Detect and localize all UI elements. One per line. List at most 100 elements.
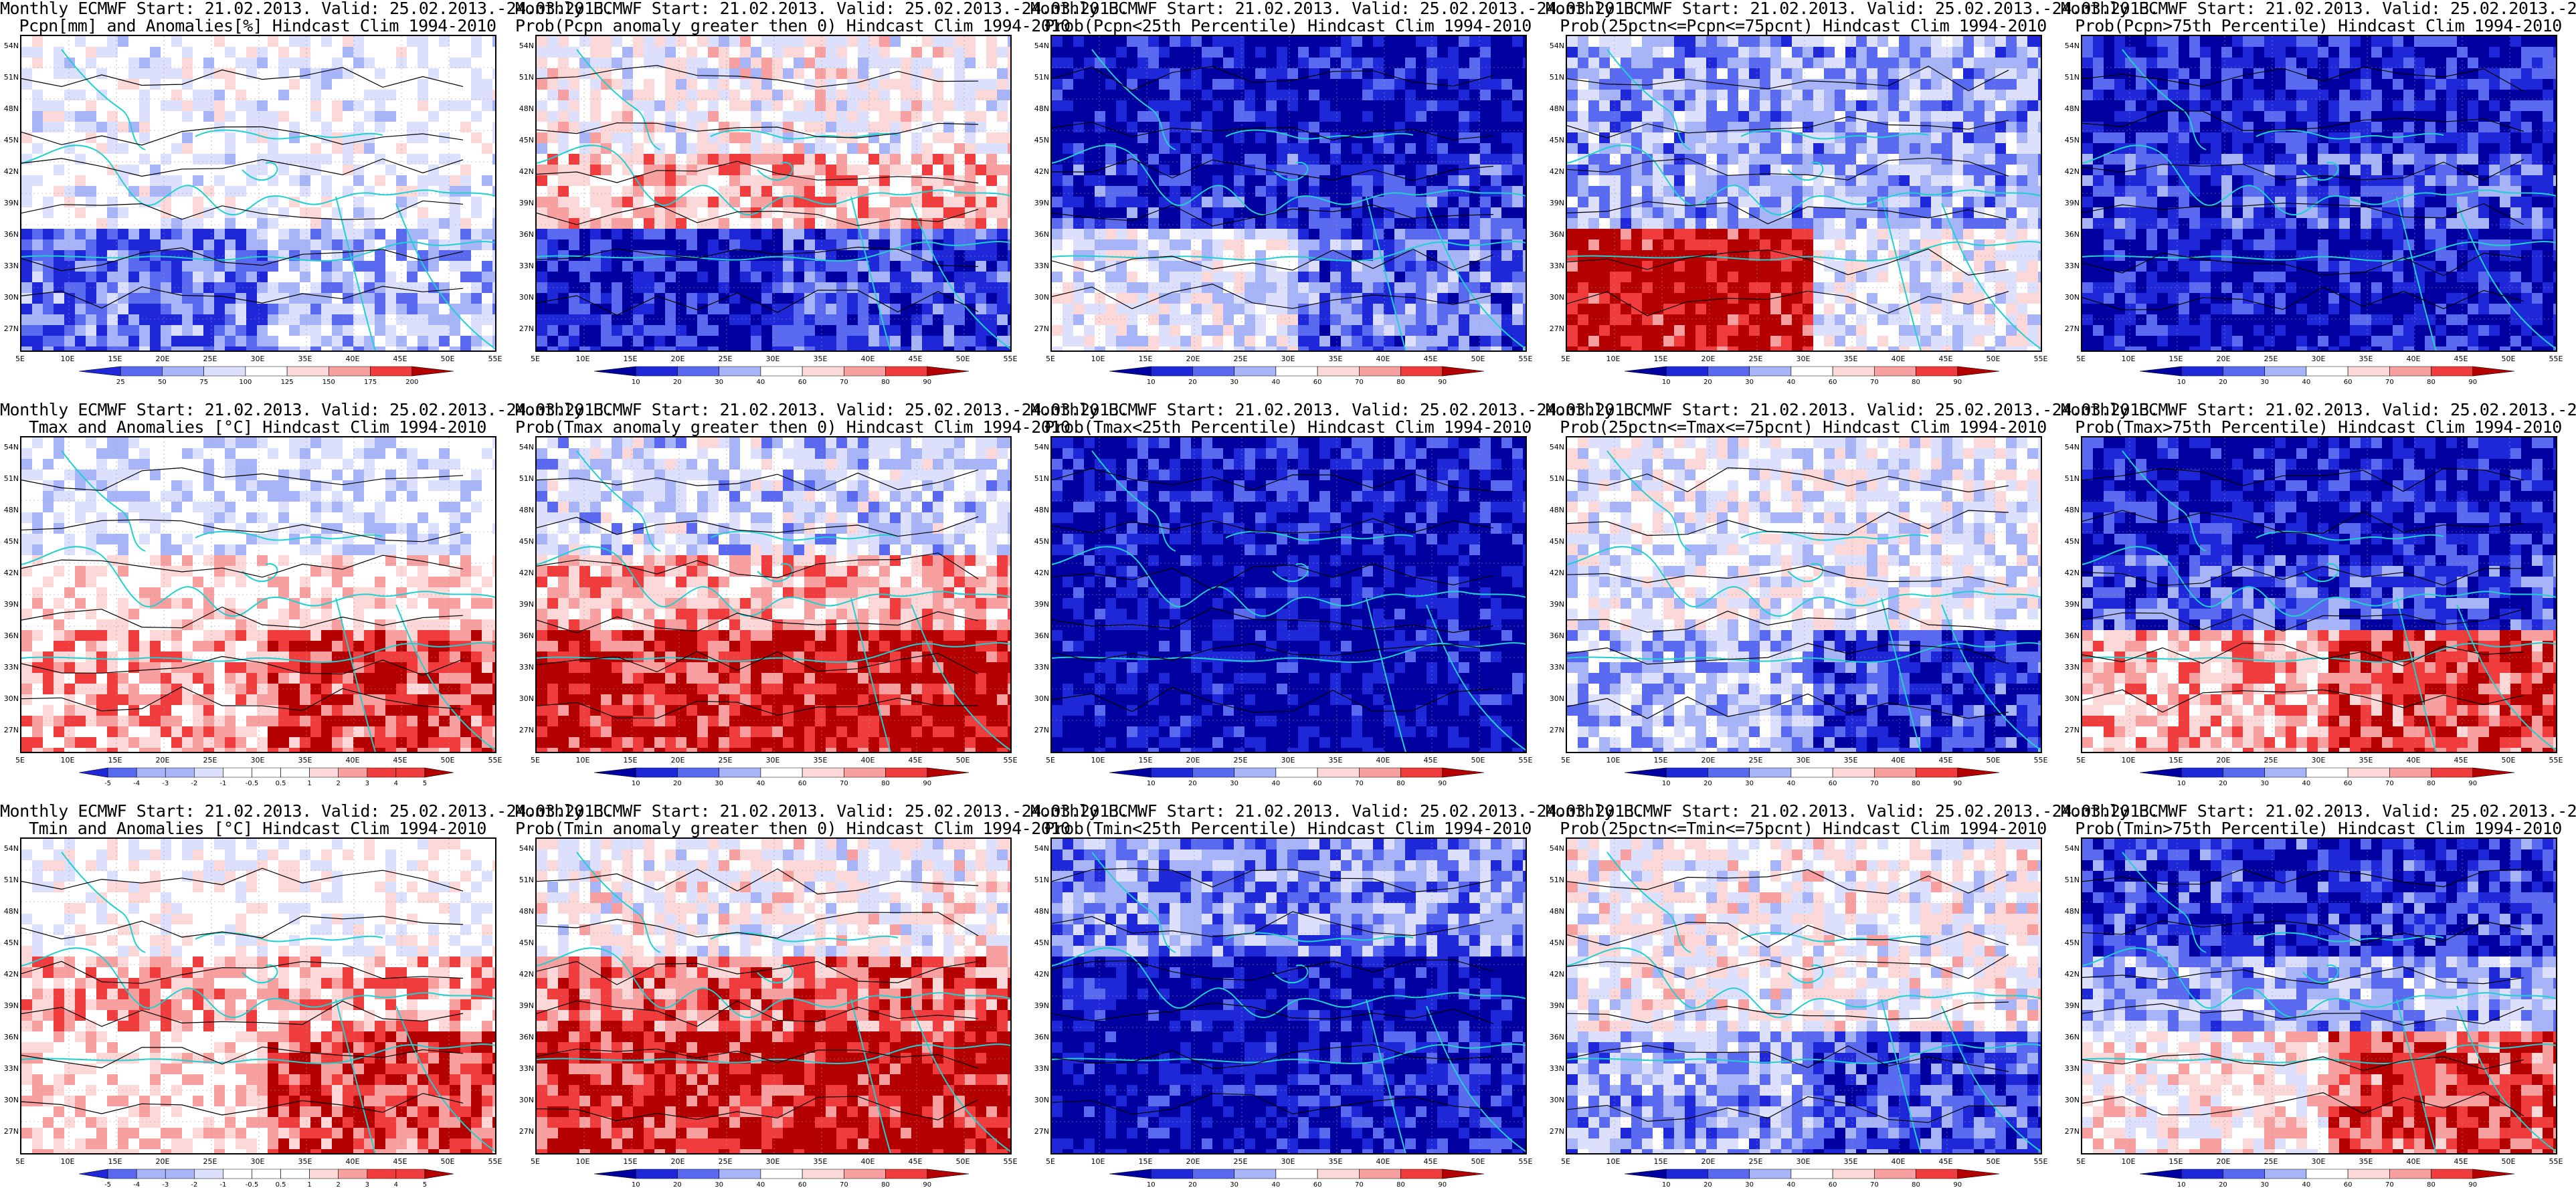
- latitude-tick-label: 36N: [1546, 230, 1564, 239]
- longitude-tick-label: 35E: [1844, 1157, 1858, 1166]
- longitude-tick-label: 10E: [1606, 1157, 1621, 1166]
- colorbar-tick-label: 30: [1230, 780, 1238, 787]
- longitude-tick-label: 20E: [671, 756, 685, 765]
- latitude-tick-label: 30N: [1546, 293, 1564, 302]
- latitude-tick-label: 48N: [0, 506, 19, 514]
- longitude-tick-label: 5E: [2076, 355, 2086, 363]
- map-frame: [1566, 35, 2042, 352]
- latitude-tick-label: 42N: [2061, 569, 2080, 577]
- longitude-tick-label: 5E: [1561, 756, 1570, 765]
- colorbar-tick-label: 30: [2260, 780, 2269, 787]
- latitude-tick-label: 30N: [0, 293, 19, 302]
- colorbar-tick-label: 20: [2219, 780, 2227, 787]
- colorbar-tick-label: 90: [1953, 1181, 1962, 1189]
- latitude-tick-label: 42N: [0, 167, 19, 176]
- panel-title-line-2: Prob(25pctn<=Tmax<=75pcnt) Hindcast Clim…: [1546, 419, 2061, 436]
- colorbar-tick-label: 80: [1396, 1181, 1405, 1189]
- longitude-tick-label: 15E: [1654, 1157, 1668, 1166]
- panel-title-line-2: Pcpn[mm] and Anomalies[%] Hindcast Clim …: [0, 17, 515, 35]
- colorbar-tick-label: 90: [2468, 1181, 2477, 1189]
- panel-title-line-2: Prob(Pcpn>75th Percentile) Hindcast Clim…: [2061, 17, 2576, 35]
- colorbar-tick-label: 70: [840, 780, 848, 787]
- longitude-tick-label: 40E: [346, 756, 360, 765]
- panel-title-line-1: Monthly ECMWF Start: 21.02.2013. Valid: …: [1030, 0, 1644, 17]
- latitude-tick-label: 30N: [2061, 293, 2080, 302]
- latitude-tick-label: 48N: [0, 907, 19, 916]
- colorbar-tick-label: 90: [2468, 379, 2477, 386]
- colorbar-tick-label: 90: [1953, 780, 1962, 787]
- colorbar-tick-label: 70: [840, 379, 848, 386]
- latitude-tick-label: 54N: [2061, 41, 2080, 50]
- latitude-tick-label: 54N: [1546, 41, 1564, 50]
- colorbar: [79, 1169, 454, 1179]
- colorbar-tick-label: 10: [1662, 780, 1671, 787]
- latitude-tick-label: 30N: [1030, 1096, 1049, 1104]
- map-frame: [1566, 436, 2042, 753]
- latitude-tick-label: 51N: [2061, 474, 2080, 483]
- latitude-tick-label: 54N: [515, 41, 534, 50]
- longitude-tick-label: 50E: [1987, 756, 2001, 765]
- latitude-tick-label: 39N: [0, 600, 19, 609]
- latitude-tick-label: 33N: [0, 262, 19, 270]
- latitude-tick-label: 33N: [1546, 262, 1564, 270]
- longitude-tick-label: 30E: [2312, 1157, 2326, 1166]
- longitude-tick-label: 25E: [2264, 355, 2278, 363]
- latitude-tick-label: 42N: [0, 569, 19, 577]
- longitude-tick-label: 55E: [1004, 756, 1018, 765]
- latitude-tick-label: 54N: [515, 844, 534, 853]
- latitude-tick-label: 39N: [1030, 1001, 1049, 1010]
- colorbar-tick-label: 60: [1313, 379, 1322, 386]
- longitude-tick-label: 15E: [1139, 756, 1153, 765]
- longitude-tick-label: 20E: [671, 1157, 685, 1166]
- latitude-tick-label: 27N: [2061, 1127, 2080, 1136]
- latitude-tick-label: 51N: [515, 876, 534, 884]
- latitude-tick-label: 39N: [515, 1001, 534, 1010]
- longitude-tick-label: 20E: [1701, 355, 1716, 363]
- longitude-tick-label: 45E: [1939, 756, 1953, 765]
- colorbar-tick-label: 80: [2427, 1181, 2435, 1189]
- latitude-tick-label: 39N: [1546, 600, 1564, 609]
- colorbar-tick-label: -5: [104, 780, 111, 787]
- longitude-tick-label: 5E: [531, 1157, 540, 1166]
- latitude-tick-label: 51N: [1546, 474, 1564, 483]
- colorbar-tick-label: 80: [1396, 780, 1405, 787]
- map-field: [537, 437, 1010, 752]
- colorbar-tick-label: 30: [715, 780, 723, 787]
- longitude-tick-label: 30E: [766, 1157, 780, 1166]
- colorbar-tick-label: 20: [1188, 780, 1197, 787]
- colorbar-tick-label: 10: [2177, 1181, 2186, 1189]
- panel-title-line-1: Monthly ECMWF Start: 21.02.2013. Valid: …: [1030, 803, 1644, 820]
- colorbar-tick-label: 40: [1787, 379, 1796, 386]
- map-field: [537, 839, 1010, 1153]
- latitude-tick-label: 51N: [1030, 474, 1049, 483]
- colorbar-tick-label: 60: [1829, 1181, 1837, 1189]
- longitude-tick-label: 10E: [2122, 1157, 2136, 1166]
- longitude-tick-label: 50E: [441, 1157, 455, 1166]
- longitude-tick-label: 25E: [203, 1157, 217, 1166]
- colorbar-tick-label: 60: [2344, 780, 2353, 787]
- longitude-tick-label: 40E: [346, 1157, 360, 1166]
- map-field: [21, 36, 495, 350]
- longitude-tick-label: 25E: [719, 756, 733, 765]
- longitude-tick-label: 40E: [1892, 756, 1906, 765]
- latitude-tick-label: 27N: [2061, 324, 2080, 333]
- longitude-tick-label: 45E: [2454, 355, 2468, 363]
- latitude-tick-label: 27N: [1546, 324, 1564, 333]
- panel-title-line-1: Monthly ECMWF Start: 21.02.2013. Valid: …: [1030, 401, 1644, 419]
- panel-title-line-1: Monthly ECMWF Start: 21.02.2013. Valid: …: [1546, 401, 2159, 419]
- colorbar-tick-label: 30: [1745, 1181, 1754, 1189]
- longitude-tick-label: 55E: [2034, 355, 2048, 363]
- longitude-tick-label: 25E: [1749, 756, 1763, 765]
- colorbar-tick-label: 10: [632, 780, 640, 787]
- latitude-tick-label: 54N: [0, 844, 19, 853]
- longitude-tick-label: 5E: [15, 355, 25, 363]
- longitude-tick-label: 20E: [156, 756, 170, 765]
- latitude-tick-label: 30N: [0, 1096, 19, 1104]
- panel-title-line-2: Prob(25pctn<=Tmin<=75pcnt) Hindcast Clim…: [1546, 820, 2061, 837]
- colorbar-tick-label: 80: [2427, 780, 2435, 787]
- colorbar-tick-label: -3: [162, 780, 169, 787]
- longitude-tick-label: 30E: [251, 756, 265, 765]
- longitude-tick-label: 20E: [156, 355, 170, 363]
- colorbar-tick-label: -2: [191, 1181, 197, 1189]
- colorbar-tick-label: 30: [2260, 1181, 2269, 1189]
